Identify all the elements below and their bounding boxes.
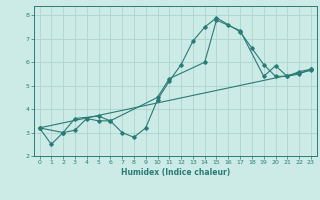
X-axis label: Humidex (Indice chaleur): Humidex (Indice chaleur) (121, 168, 230, 177)
